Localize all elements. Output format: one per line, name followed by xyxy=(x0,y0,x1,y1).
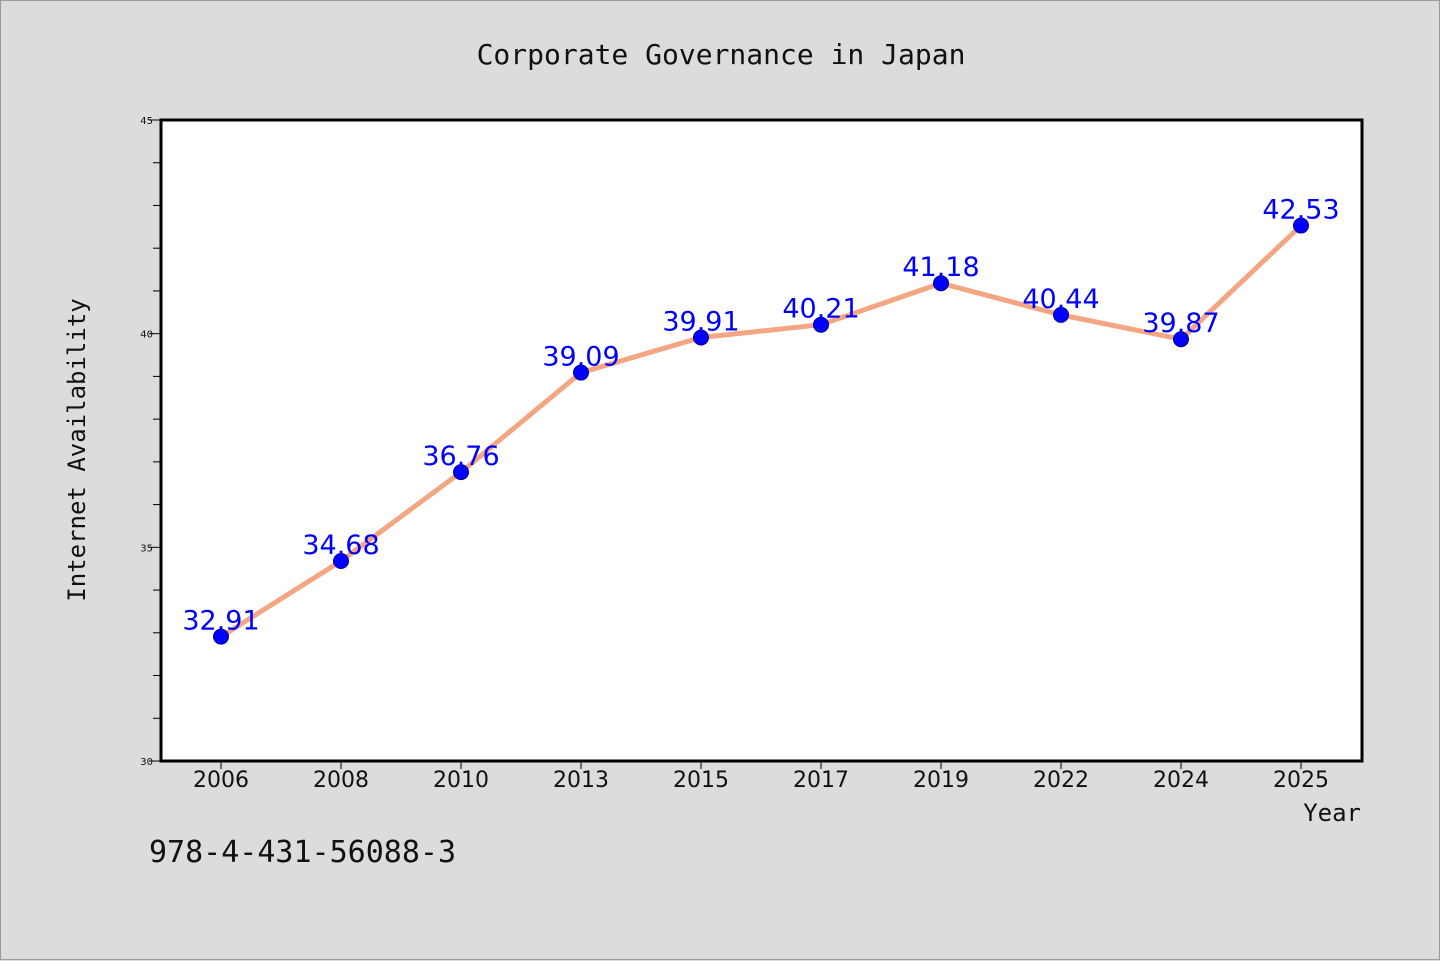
x-tick-label: 2015 xyxy=(673,768,729,793)
x-tick-label: 2008 xyxy=(313,768,369,793)
isbn-text: 978-4-431-56088-3 xyxy=(149,835,457,870)
x-tick-label: 2025 xyxy=(1273,768,1329,793)
x-tick-label: 2019 xyxy=(913,768,969,793)
data-label: 40.21 xyxy=(782,294,859,325)
data-point xyxy=(933,275,949,292)
data-point xyxy=(1053,306,1069,323)
data-point xyxy=(213,628,229,645)
data-point xyxy=(453,464,469,481)
x-tick-label: 2022 xyxy=(1033,768,1089,793)
data-point xyxy=(813,316,829,333)
data-label: 39.09 xyxy=(542,342,619,373)
y-tick-label: 45 xyxy=(140,116,153,127)
data-label: 39.91 xyxy=(662,307,739,338)
data-label: 39.87 xyxy=(1142,308,1219,339)
data-labels: 32.91 34.68 36.76 39.09 39.91 40.21 41.18 40.44… xyxy=(182,195,1339,637)
plot-area xyxy=(159,118,1364,763)
data-label: 34.68 xyxy=(302,530,379,561)
data-label: 40.44 xyxy=(1022,284,1099,315)
x-axis: 2006 2008 2010 2013 2015 2017 2019 2022 2024 2025 xyxy=(193,761,1329,793)
x-tick-label: 2017 xyxy=(793,768,849,793)
data-point xyxy=(333,553,349,570)
data-point xyxy=(1293,217,1309,234)
y-axis: 30 35 40 45 xyxy=(140,116,161,768)
y-axis-title: Internet Availability xyxy=(63,298,91,601)
data-point xyxy=(1173,331,1189,348)
x-tick-label: 2006 xyxy=(193,768,249,793)
series-line xyxy=(218,223,1304,640)
chart-title: Corporate Governance in Japan xyxy=(477,38,966,71)
data-point xyxy=(573,364,589,381)
y-tick-label: 40 xyxy=(140,330,153,341)
x-tick-label: 2024 xyxy=(1153,768,1209,793)
y-tick-label: 35 xyxy=(140,543,153,554)
y-tick-label: 30 xyxy=(140,757,153,768)
data-markers xyxy=(213,217,1309,645)
data-label: 32.91 xyxy=(182,606,259,637)
x-tick-label: 2013 xyxy=(553,768,609,793)
data-label: 42.53 xyxy=(1262,195,1339,226)
data-label: 36.76 xyxy=(422,441,499,472)
x-tick-label: 2010 xyxy=(433,768,489,793)
data-point xyxy=(693,329,709,346)
x-axis-title: Year xyxy=(1303,799,1361,827)
data-label: 41.18 xyxy=(902,252,979,283)
